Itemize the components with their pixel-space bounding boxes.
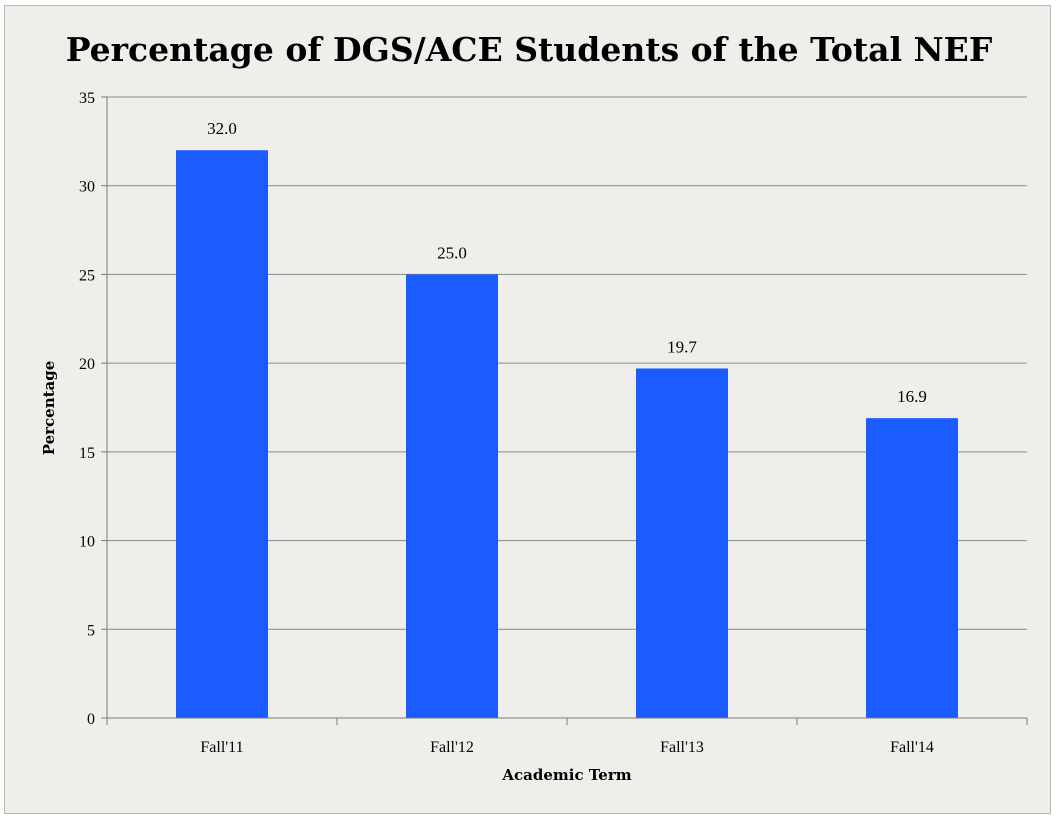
x-tick-label: Fall'13 xyxy=(660,739,704,756)
x-tick-label: Fall'12 xyxy=(430,739,474,756)
chart-title: Percentage of DGS/ACE Students of the To… xyxy=(66,30,993,69)
x-axis-ticks: Fall'11 Fall'12 Fall'13 Fall'14 xyxy=(106,718,1028,756)
y-tick-label: 5 xyxy=(87,622,95,639)
y-axis-title: Percentage xyxy=(40,361,58,456)
data-labels: 32.0 25.0 19.7 16.9 xyxy=(207,119,927,406)
y-tick-label: 25 xyxy=(79,267,95,284)
x-tick-label: Fall'11 xyxy=(200,739,243,756)
bar-fall-14 xyxy=(866,418,958,718)
bar-fall-12 xyxy=(406,274,498,718)
x-axis-title: Academic Term xyxy=(501,766,631,784)
y-tick-label: 15 xyxy=(79,445,95,462)
bar-fall-11 xyxy=(176,150,268,718)
y-tick-label: 30 xyxy=(79,179,95,196)
data-label: 19.7 xyxy=(667,337,697,356)
data-label: 16.9 xyxy=(897,387,927,406)
bar-fall-13 xyxy=(636,368,728,718)
y-tick-label: 10 xyxy=(79,534,95,551)
y-axis-ticks: 0 5 10 15 20 25 30 35 xyxy=(79,90,107,728)
y-tick-label: 35 xyxy=(79,90,95,107)
y-tick-label: 0 xyxy=(87,711,95,728)
bars xyxy=(176,150,958,718)
x-tick-label: Fall'14 xyxy=(890,739,934,756)
data-label: 32.0 xyxy=(207,119,237,138)
data-label: 25.0 xyxy=(437,243,467,262)
y-tick-label: 20 xyxy=(79,356,95,373)
